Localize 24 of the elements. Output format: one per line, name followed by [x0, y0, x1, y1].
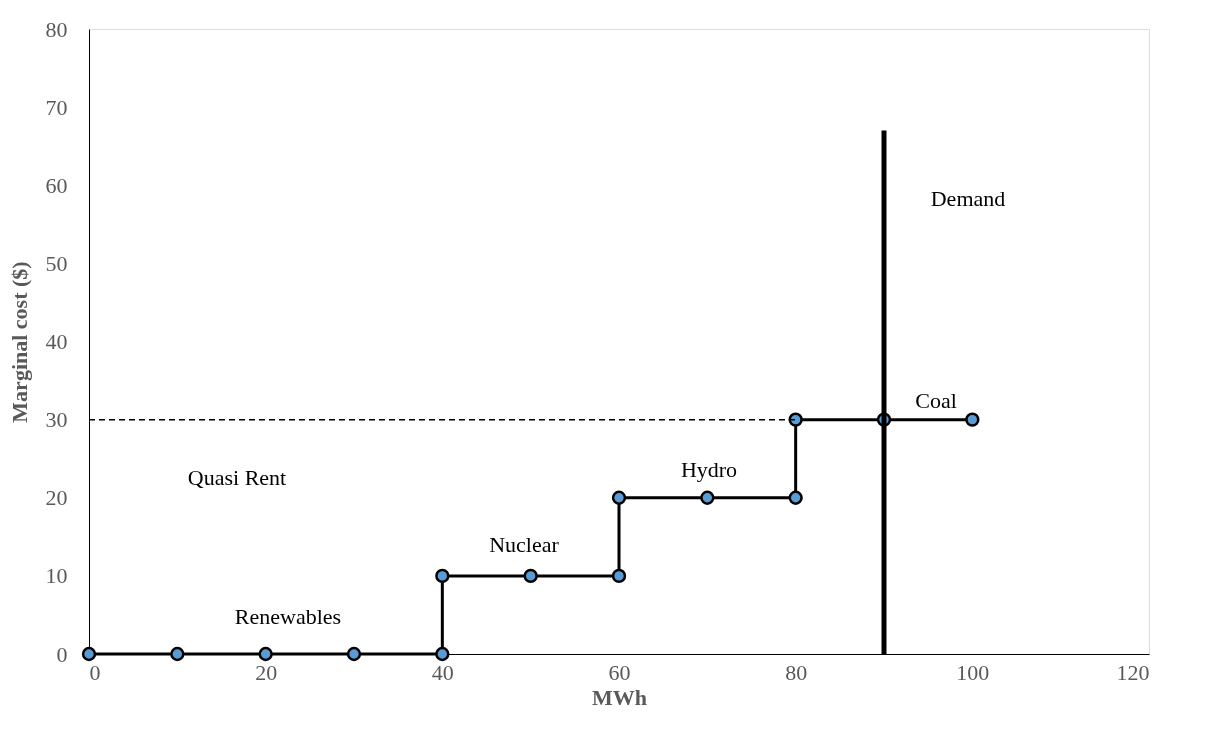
annotation: Quasi Rent: [187, 465, 287, 490]
x-tick-label: 0: [89, 659, 101, 685]
y-tick-label: 60: [45, 172, 68, 198]
x-tick-label: 20: [255, 659, 278, 685]
y-tick-label: 40: [45, 329, 68, 354]
x-tick-label: 120: [1116, 659, 1150, 685]
y-tick-label: 0: [56, 641, 68, 667]
y-axis-title: Marginal cost ($): [6, 261, 32, 423]
annotation: Hydro: [680, 457, 738, 482]
annotation: Coal: [915, 388, 957, 413]
y-tick-label: 20: [45, 485, 68, 511]
annotation: Demand: [930, 186, 1006, 211]
x-tick-label: 60: [608, 659, 631, 685]
y-tick-label: 10: [45, 563, 68, 589]
x-tick-label: 100: [956, 659, 990, 685]
x-axis-title: MWh: [592, 684, 647, 710]
y-tick-label: 50: [45, 250, 68, 276]
y-tick-label: 30: [45, 407, 68, 433]
annotation: Renewables: [234, 604, 342, 629]
x-tick-label: 80: [785, 659, 808, 685]
y-tick-label: 80: [45, 16, 68, 42]
x-tick-label: 40: [431, 659, 454, 685]
y-tick-label: 70: [45, 94, 68, 120]
annotation: Nuclear: [489, 532, 560, 557]
